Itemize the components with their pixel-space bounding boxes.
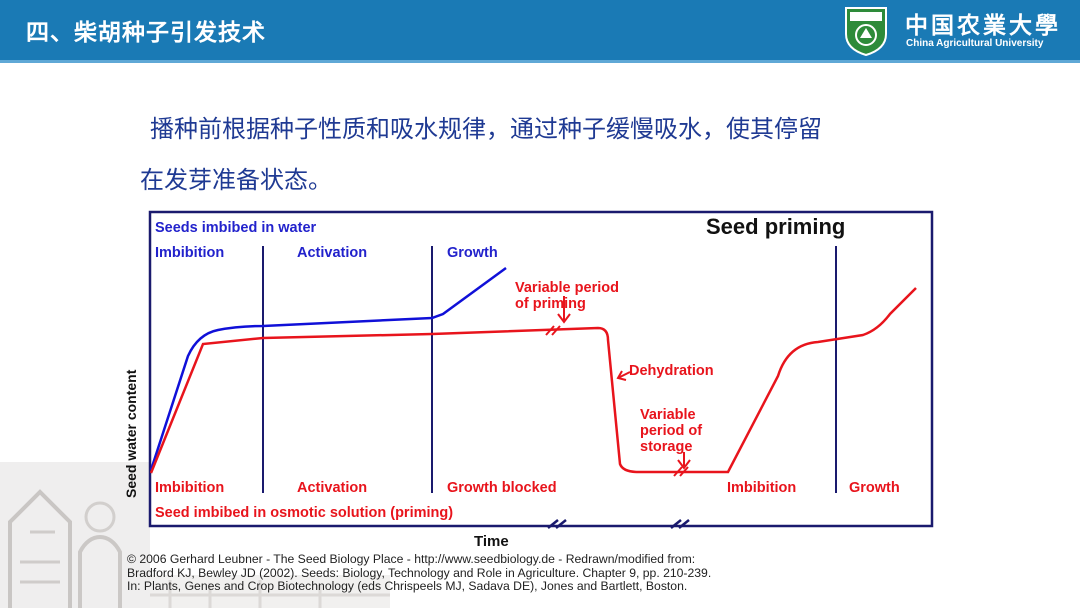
x-axis-label: Time	[474, 533, 509, 550]
page-title: 四、柴胡种子引发技术	[26, 20, 266, 46]
credit-line-1: © 2006 Gerhard Leubner - The Seed Biolog…	[127, 552, 696, 566]
intro-paragraph: 播种前根据种子性质和吸水规律，通过种子缓慢吸水，使其停留 在发芽准备状态。	[140, 104, 940, 206]
top-phase-imbibition: Imbibition	[155, 245, 224, 261]
bottom-phase-growth-blocked: Growth blocked	[447, 480, 557, 496]
priming-curve	[149, 287, 917, 474]
university-name-en: China Agricultural University	[906, 38, 1044, 49]
intro-line-1: 播种前根据种子性质和吸水规律，通过种子缓慢吸水，使其停留	[150, 115, 822, 143]
annotation-variable-storage-3: storage	[640, 439, 692, 455]
top-phase-activation: Activation	[297, 245, 367, 261]
bottom-phase-activation: Activation	[297, 480, 367, 496]
bottom-phase-growth: Growth	[849, 480, 900, 496]
seed-priming-diagram: Seed priming Seeds imbibed in water Imbi…	[118, 208, 948, 608]
decorative-strip	[150, 575, 390, 608]
diagram-frame	[148, 210, 934, 528]
bottom-phase-imbibition-2: Imbibition	[727, 480, 796, 496]
diagram-title: Seed priming	[706, 214, 845, 239]
annotation-variable-storage-1: Variable	[640, 407, 696, 423]
credit-line-3: In: Plants, Genes and Crop Biotechnology…	[127, 579, 688, 593]
bottom-legend: Seed imbibed in osmotic solution (primin…	[155, 505, 453, 521]
y-axis-label: Seed water content	[123, 369, 139, 498]
dehydration-arrow	[617, 371, 631, 379]
figure-credit: © 2006 Gerhard Leubner - The Seed Biolog…	[127, 552, 957, 594]
top-legend: Seeds imbibed in water	[155, 220, 317, 236]
header-divider	[0, 60, 1080, 63]
credit-line-2: Bradford KJ, Bewley JD (2002). Seeds: Bi…	[127, 565, 712, 580]
curve-break-mark-2	[673, 466, 689, 477]
annotation-dehydration: Dehydration	[629, 363, 714, 379]
axis-break-mark-2	[670, 519, 690, 529]
university-emblem-icon	[845, 7, 887, 56]
intro-line-2: 在发芽准备状态。	[140, 166, 332, 194]
header-bar	[0, 0, 1080, 60]
annotation-variable-priming-2: of priming	[515, 296, 586, 312]
bottom-phase-imbibition: Imbibition	[155, 480, 224, 496]
university-name-cn: 中国农業大學	[905, 12, 1061, 39]
decorative-building-sketch	[0, 462, 150, 608]
top-phase-growth: Growth	[447, 245, 498, 261]
annotation-variable-priming-1: Variable period	[515, 280, 619, 296]
water-imbibition-curve	[149, 266, 507, 471]
annotation-variable-storage-2: period of	[640, 423, 702, 439]
axis-break-mark-1	[547, 519, 567, 529]
curve-break-mark-1	[545, 325, 561, 336]
